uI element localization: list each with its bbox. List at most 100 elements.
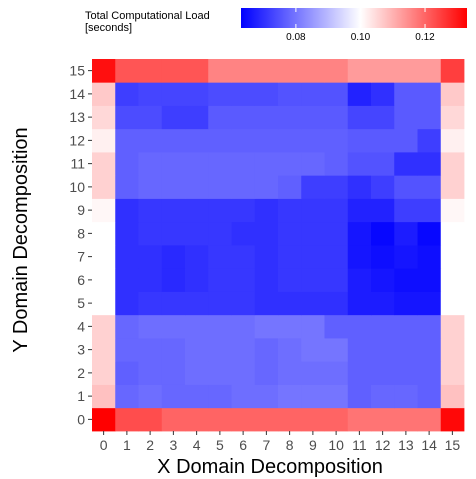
heatmap-cell-x7-y1 [254,384,279,409]
heatmap-cell-x0-y4 [92,314,116,339]
x-tick-label-0: 0 [100,437,108,453]
heatmap-cell-x5-y11 [208,152,232,176]
heatmap-cell-x14-y3 [417,338,442,362]
x-tick-label-2: 2 [146,437,154,453]
heatmap-cell-x10-y3 [324,338,349,362]
legend-title-line-1: Total Computational Load [85,10,210,22]
y-tick-label-3: 3 [77,342,85,358]
heatmap-cell-x3-y12 [161,128,186,153]
heatmap-cell-x11-y10 [347,175,372,199]
heatmap-cell-x5-y10 [208,175,232,199]
heatmap-cell-x3-y2 [161,361,186,385]
heatmap-cell-x0-y3 [92,338,116,362]
heatmap-cell-x11-y3 [347,338,372,362]
heatmap-cell-x0-y8 [92,221,116,246]
heatmap-cell-x6-y11 [231,152,256,176]
heatmap-cell-x5-y14 [208,82,232,106]
heatmap-cell-x3-y7 [161,245,186,269]
legend: Total Computational Load [seconds] 0.08 0… [85,8,467,43]
heatmap-cell-x7-y14 [254,82,279,106]
heatmap-cell-x8-y0 [278,407,302,432]
heatmap-cell-x7-y2 [254,361,279,385]
heatmap-cell-x12-y14 [371,82,395,106]
heatmap-cell-x13-y8 [394,221,418,246]
heatmap-cell-x2-y11 [138,152,163,176]
heatmap-cell-x15-y13 [440,105,465,130]
heatmap-cell-x11-y5 [347,291,372,316]
heatmap-cell-x11-y8 [347,221,372,246]
heatmap-cell-x14-y5 [417,291,442,316]
heatmap-cell-x6-y9 [231,198,256,223]
heatmap-cell-x11-y2 [347,361,372,385]
heatmap-cell-x8-y11 [278,152,302,176]
heatmap-cell-x8-y9 [278,198,302,223]
heatmap-cell-x15-y2 [440,361,465,385]
heatmap-cell-x12-y12 [371,128,395,153]
heatmap-cell-x6-y0 [231,407,256,432]
x-tick-label-11: 11 [352,437,367,453]
heatmap-cell-x14-y15 [417,59,442,83]
legend-title-line-2: [seconds] [85,22,132,34]
y-tick-label-14: 14 [69,86,85,102]
legend-tick-label-0.12: 0.12 [415,32,435,43]
x-tick-label-3: 3 [169,437,177,453]
heatmap-cell-x3-y0 [161,407,186,432]
heatmap-cell-x3-y1 [161,384,186,409]
y-tick-label-7: 7 [77,249,85,265]
heatmap-cell-x11-y9 [347,198,372,223]
legend-tick-label-0.10: 0.10 [351,32,371,43]
heatmap-cell-x10-y5 [324,291,349,316]
heatmap-cell-x0-y0 [92,407,116,432]
heatmap-cell-x0-y2 [92,361,116,385]
heatmap-cell-x0-y9 [92,198,116,223]
heatmap-cell-x13-y10 [394,175,418,199]
heatmap-cells [92,59,465,432]
heatmap-cell-x9-y9 [301,198,325,223]
heatmap-cell-x9-y8 [301,221,325,246]
heatmap-cell-x3-y13 [161,105,186,130]
heatmap-cell-x9-y14 [301,82,325,106]
y-tick-label-10: 10 [69,179,85,195]
heatmap-cell-x1-y11 [115,152,139,176]
x-tick-label-14: 14 [421,437,437,453]
heatmap-cell-x10-y10 [324,175,349,199]
heatmap-cell-x5-y2 [208,361,232,385]
heatmap-cell-x5-y15 [208,59,232,83]
heatmap-cell-x1-y0 [115,407,139,432]
heatmap-cell-x4-y11 [185,152,209,176]
heatmap-cell-x7-y15 [254,59,279,83]
heatmap-cell-x10-y4 [324,314,349,339]
heatmap-cell-x0-y10 [92,175,116,199]
heatmap-cell-x15-y4 [440,314,465,339]
heatmap-cell-x3-y10 [161,175,186,199]
heatmap-cell-x14-y0 [417,407,442,432]
heatmap-cell-x5-y1 [208,384,232,409]
heatmap-cell-x7-y5 [254,291,279,316]
heatmap-cell-x5-y9 [208,198,232,223]
heatmap-cell-x5-y5 [208,291,232,316]
heatmap-cell-x3-y9 [161,198,186,223]
heatmap-cell-x6-y5 [231,291,256,316]
heatmap-cell-x12-y5 [371,291,395,316]
heatmap-cell-x4-y2 [185,361,209,385]
x-tick-label-1: 1 [123,437,131,453]
legend-colorbar [241,8,467,28]
heatmap-cell-x14-y7 [417,245,442,269]
heatmap-cell-x2-y10 [138,175,163,199]
heatmap-cell-x6-y7 [231,245,256,269]
heatmap-cell-x4-y13 [185,105,209,130]
heatmap-cell-x9-y15 [301,59,325,83]
heatmap-cell-x3-y8 [161,221,186,246]
heatmap-cell-x0-y5 [92,291,116,316]
x-tick-label-8: 8 [286,437,294,453]
heatmap-cell-x12-y0 [371,407,395,432]
heatmap-cell-x14-y13 [417,105,442,130]
y-tick-label-12: 12 [69,132,85,148]
heatmap-cell-x0-y15 [92,59,116,83]
heatmap-cell-x13-y7 [394,245,418,269]
heatmap-cell-x15-y10 [440,175,465,199]
heatmap-cell-x14-y2 [417,361,442,385]
heatmap-cell-x10-y12 [324,128,349,153]
heatmap-cell-x11-y6 [347,268,372,292]
heatmap-cell-x1-y2 [115,361,139,385]
